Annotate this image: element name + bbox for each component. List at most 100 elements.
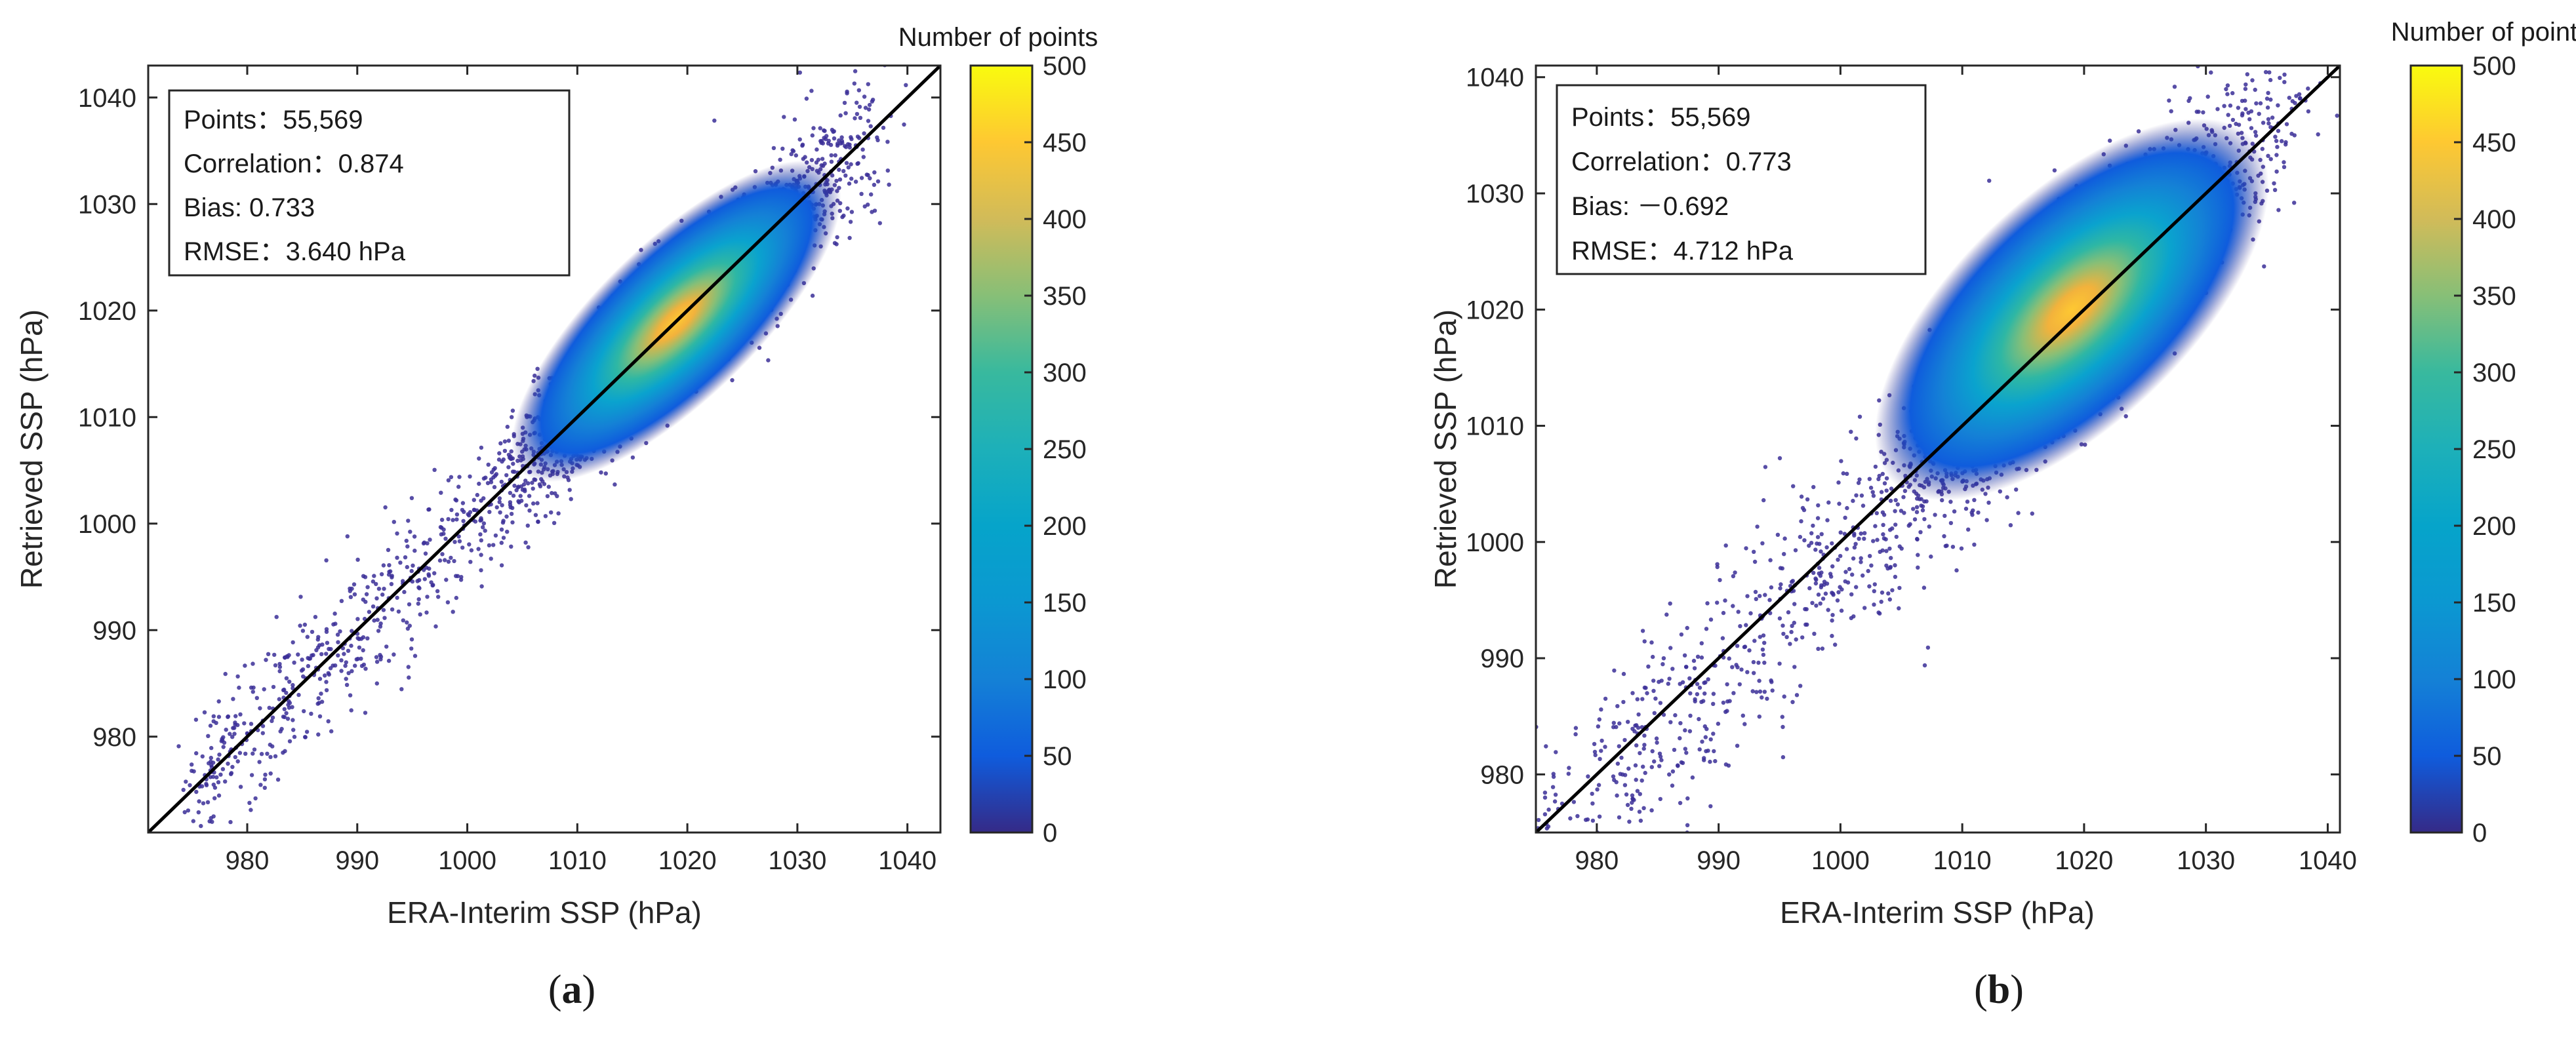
scatter-point [1826, 500, 1830, 504]
scatter-point [365, 585, 369, 589]
scatter-point [1551, 853, 1555, 857]
scatter-point [1572, 800, 1576, 804]
scatter-point [1642, 743, 1646, 747]
scatter-point [425, 595, 429, 598]
scatter-point [257, 760, 261, 764]
scatter-point [838, 178, 842, 182]
scatter-point [1575, 814, 1579, 818]
scatter-point [523, 541, 527, 545]
scatter-point [1611, 834, 1615, 838]
scatter-point [186, 808, 190, 812]
scatter-point [1567, 910, 1571, 914]
scatter-point [376, 629, 380, 633]
scatter-point [1987, 179, 1991, 183]
scatter-point [2173, 85, 2177, 88]
scatter-point [1546, 825, 1550, 829]
scatter-point [1708, 804, 1712, 808]
scatter-point [285, 676, 289, 680]
scatter-point [534, 513, 538, 517]
scatter-point [1875, 511, 1879, 515]
scatter-point [497, 458, 501, 461]
scatter-point [712, 119, 716, 123]
scatter-point [1795, 693, 1799, 697]
scatter-point [862, 155, 866, 159]
scatter-point [352, 582, 356, 586]
scatter-point [217, 793, 221, 797]
scatter-point [493, 474, 497, 478]
scatter-point [1634, 723, 1638, 727]
scatter-point [417, 586, 421, 590]
scatter-point [790, 148, 794, 152]
scatter-point [866, 119, 870, 123]
scatter-point [510, 512, 513, 516]
scatter-point [1901, 495, 1905, 499]
scatter-point [502, 536, 506, 539]
scatter-point [860, 176, 864, 180]
scatter-point [194, 718, 198, 722]
scatter-point [1849, 593, 1853, 597]
scatter-point [531, 486, 535, 490]
scatter-point [547, 484, 551, 488]
scatter-point [390, 582, 393, 586]
scatter-point [2213, 20, 2217, 24]
scatter-point [793, 117, 797, 121]
scatter-point [316, 701, 320, 705]
scatter-point [1730, 665, 1734, 669]
scatter-point [1839, 530, 1843, 534]
scatter-point [317, 696, 321, 700]
scatter-point [461, 501, 465, 505]
scatter-point [1883, 481, 1887, 485]
scatter-point [231, 697, 235, 701]
scatter-point [1890, 526, 1894, 530]
scatter-point [329, 647, 332, 651]
scatter-point [380, 593, 384, 597]
scatter-point [1574, 726, 1578, 730]
scatter-point [1521, 867, 1525, 871]
scatter-point [1817, 566, 1821, 570]
scatter-point [2276, 129, 2280, 133]
scatter-point [1539, 844, 1543, 848]
scatter-point [1854, 437, 1858, 441]
scatter-point [1881, 532, 1885, 536]
scatter-point [455, 513, 459, 517]
scatter-point [263, 773, 267, 777]
scatter-point [830, 160, 834, 164]
scatter-point [1913, 517, 1917, 521]
scatter-point [1862, 531, 1866, 535]
scatter-point [822, 128, 826, 132]
scatter-point [418, 612, 422, 616]
scatter-point [431, 583, 435, 587]
scatter-point [2167, 98, 2171, 102]
scatter-point [1893, 522, 1897, 526]
scatter-point [1830, 618, 1834, 622]
scatter-point [232, 732, 236, 735]
scatter-point [356, 657, 360, 661]
scatter-point [363, 575, 367, 579]
scatter-point [2266, 121, 2270, 125]
scatter-point [361, 598, 365, 602]
scatter-point [1744, 546, 1748, 550]
scatter-point [386, 548, 390, 552]
scatter-point [1603, 697, 1607, 701]
scatter-point [1657, 764, 1661, 768]
scatter-point [1816, 535, 1820, 539]
scatter-point [1598, 888, 1601, 892]
scatter-point [811, 294, 815, 298]
scatter-point [1840, 608, 1843, 612]
scatter-point [417, 597, 421, 601]
scatter-point [224, 672, 228, 676]
scatter-point [306, 664, 310, 668]
scatter-point [1702, 692, 1706, 696]
scatter-point [1623, 773, 1627, 777]
scatter-point [1812, 632, 1816, 636]
scatter-point [1854, 494, 1858, 498]
scatter-point [1611, 725, 1615, 729]
scatter-point [1688, 692, 1692, 696]
scatter-point [377, 587, 381, 591]
scatter-point [2005, 495, 2009, 499]
scatter-point [524, 503, 528, 507]
scatter-point [1734, 663, 1738, 667]
scatter-point [1640, 697, 1644, 701]
scatter-point [332, 612, 336, 616]
scatter-point [1725, 699, 1729, 703]
